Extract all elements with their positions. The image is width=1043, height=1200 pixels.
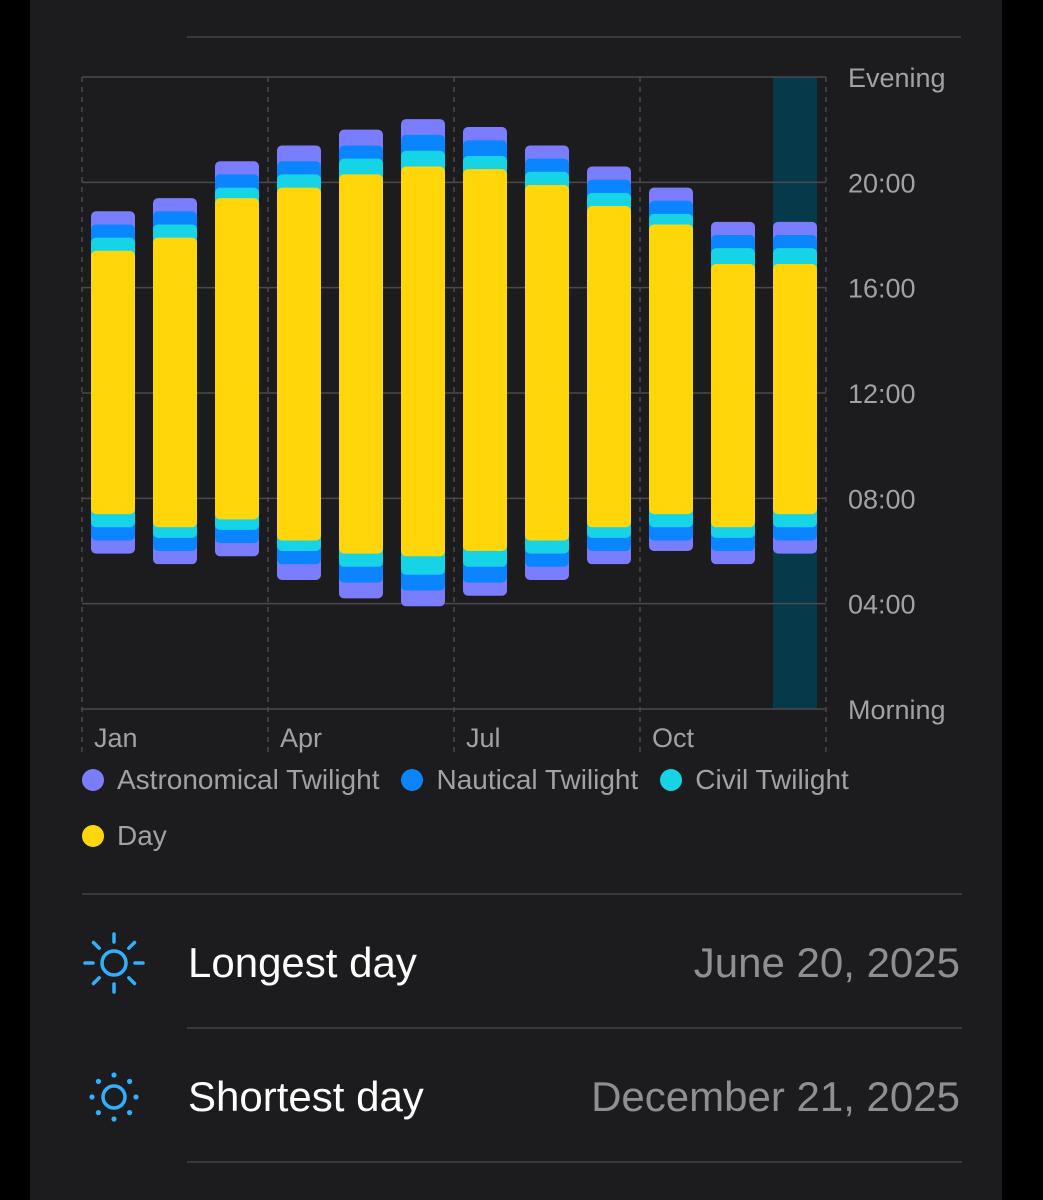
legend-dot bbox=[82, 769, 104, 791]
legend-label: Day bbox=[117, 820, 167, 851]
y-axis-label: 16:00 bbox=[848, 274, 916, 304]
legend-dot bbox=[401, 769, 424, 791]
legend-item-civil: Civil Twilight bbox=[660, 762, 849, 798]
y-axis-label: 20:00 bbox=[848, 168, 916, 198]
bar-day-may bbox=[339, 174, 383, 554]
bar-day-dec bbox=[773, 263, 817, 515]
section-divider bbox=[82, 893, 962, 895]
legend-label: Nautical Twilight bbox=[436, 764, 639, 795]
chart-legend: Astronomical Twilight Nautical Twilight … bbox=[82, 762, 962, 854]
bar-day-aug bbox=[525, 184, 569, 541]
bar-day-jan bbox=[91, 250, 135, 515]
shortest-day-value: December 21, 2025 bbox=[591, 1073, 960, 1120]
legend-label: Civil Twilight bbox=[695, 764, 849, 795]
sun-icon bbox=[83, 932, 145, 994]
y-axis-label: Evening bbox=[848, 63, 946, 93]
x-axis-label: Apr bbox=[280, 723, 322, 753]
bar-day-jul bbox=[463, 169, 507, 551]
bottom-divider bbox=[187, 1161, 962, 1163]
row-divider bbox=[187, 1027, 962, 1029]
legend-dot bbox=[82, 825, 104, 847]
legend-item-nautical: Nautical Twilight bbox=[401, 762, 638, 798]
y-axis-label: 08:00 bbox=[848, 484, 916, 514]
shortest-day-row[interactable]: Shortest day December 21, 2025 bbox=[82, 1043, 962, 1153]
x-axis-label: Oct bbox=[652, 723, 695, 753]
bar-day-jun bbox=[401, 166, 445, 557]
top-divider bbox=[187, 36, 961, 38]
shortest-day-label: Shortest day bbox=[188, 1073, 424, 1120]
x-axis-label: Jan bbox=[94, 723, 138, 753]
longest-day-row[interactable]: Longest day June 20, 2025 bbox=[82, 909, 962, 1019]
bar-day-feb bbox=[153, 237, 197, 528]
x-axis-label: Jul bbox=[466, 723, 501, 753]
legend-dot bbox=[660, 769, 683, 791]
y-axis-label: 04:00 bbox=[848, 590, 916, 620]
bar-day-nov bbox=[711, 263, 755, 528]
daylight-chart: Evening 20:00 16:00 12:00 08:00 04:00 Morning J… bbox=[81, 63, 946, 753]
legend-item-astronomical: Astronomical Twilight bbox=[82, 762, 379, 798]
longest-day-value: June 20, 2025 bbox=[693, 939, 960, 986]
legend-item-day: Day bbox=[82, 818, 167, 854]
sun-icon bbox=[89, 1072, 139, 1122]
y-axis-label: Morning bbox=[848, 695, 946, 725]
bar-day-oct bbox=[649, 224, 693, 515]
legend-label: Astronomical Twilight bbox=[117, 764, 380, 795]
longest-day-label: Longest day bbox=[188, 939, 417, 986]
y-axis-label: 12:00 bbox=[848, 379, 916, 409]
bar-day-sep bbox=[587, 206, 631, 528]
bar-day-apr bbox=[277, 187, 321, 541]
bar-day-mar bbox=[215, 198, 259, 520]
